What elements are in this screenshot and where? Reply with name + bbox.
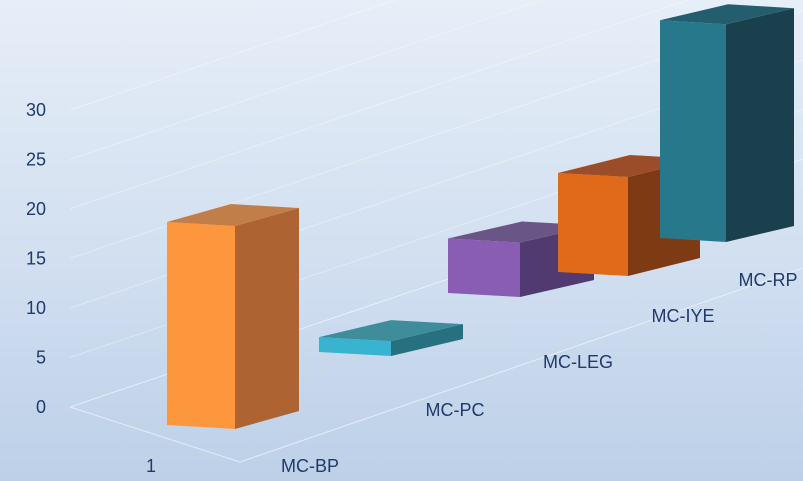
series-depth-labels: MC-BP MC-PC MC-LEG MC-IYE MC-RP bbox=[281, 270, 798, 476]
y-tick-label: 5 bbox=[36, 348, 46, 368]
floor-front-edge bbox=[69, 406, 241, 463]
x-axis-tick-label: 1 bbox=[146, 456, 156, 476]
floor-right-edge bbox=[239, 267, 803, 463]
gridline bbox=[69, 0, 690, 210]
bar-top-face bbox=[448, 221, 594, 243]
bar-front-face bbox=[448, 238, 520, 297]
bar-front-face bbox=[660, 20, 726, 243]
series-label: MC-BP bbox=[281, 456, 339, 476]
bar-top-face bbox=[660, 4, 794, 25]
y-tick-label: 15 bbox=[26, 249, 46, 269]
y-tick-label: 0 bbox=[36, 397, 46, 417]
bar-side-face bbox=[235, 208, 299, 429]
bar-mc-bp bbox=[167, 204, 299, 429]
bars bbox=[167, 4, 794, 429]
bar-front-face bbox=[558, 173, 628, 276]
y-tick-label: 10 bbox=[26, 298, 46, 318]
y-tick-label: 20 bbox=[26, 199, 46, 219]
series-label: MC-LEG bbox=[543, 352, 613, 372]
gridline bbox=[69, 0, 543, 160]
y-tick-label: 25 bbox=[26, 150, 46, 170]
series-label: MC-IYE bbox=[652, 306, 715, 326]
y-tick-label: 30 bbox=[26, 100, 46, 120]
bar-mc-leg bbox=[448, 221, 594, 297]
y-axis-tick-labels: 0 5 10 15 20 25 30 bbox=[26, 100, 46, 417]
series-label: MC-PC bbox=[426, 400, 485, 420]
bar-side-face bbox=[391, 324, 463, 356]
bar-side-face bbox=[726, 8, 794, 243]
bar-top-face bbox=[319, 320, 463, 342]
gridline bbox=[69, 0, 397, 111]
bar-top-face bbox=[167, 204, 299, 227]
bar-front-face bbox=[167, 222, 235, 429]
bar-mc-rp bbox=[660, 4, 794, 243]
bar-mc-pc bbox=[319, 320, 463, 356]
bar-front-face bbox=[319, 337, 391, 356]
series-label: MC-RP bbox=[739, 270, 798, 290]
